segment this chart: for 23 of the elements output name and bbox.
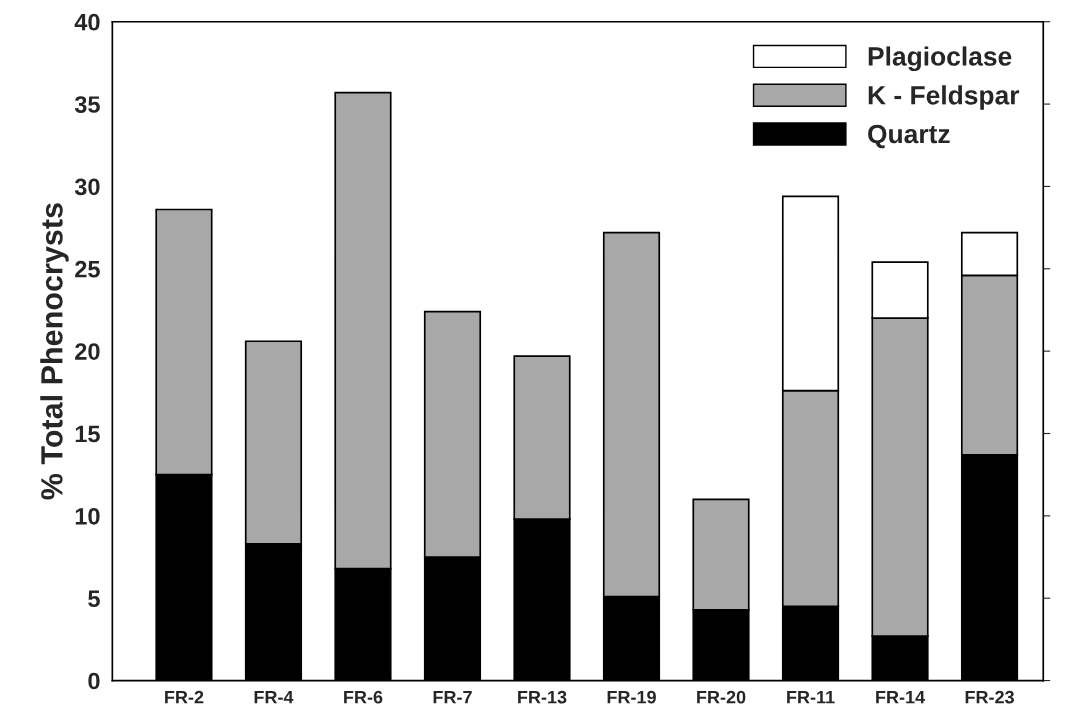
- y-tick-label: 15: [75, 425, 100, 443]
- legend-label: Plagioclase: [868, 46, 1012, 72]
- y-tick-label: 40: [74, 13, 100, 31]
- x-tick-label: FR-14: [876, 690, 926, 704]
- y-tick-label: 0: [88, 672, 100, 690]
- y-axis-title: % Total Phenocrysts: [40, 203, 69, 500]
- y-tick-label: 20: [75, 343, 100, 360]
- legend-label: K - Feldspar: [868, 85, 1020, 110]
- y-tick-label: 30: [74, 178, 100, 196]
- x-tick-label: FR-19: [607, 690, 656, 704]
- y-tick-label: 5: [88, 590, 100, 607]
- y-tick-label: 25: [75, 260, 100, 278]
- legend-label: Quartz: [868, 124, 950, 149]
- y-tick-label: 35: [74, 96, 100, 113]
- x-tick-label: FR-23: [965, 690, 1014, 704]
- x-tick-label: FR-20: [697, 690, 746, 704]
- y-tick-label: 10: [75, 507, 100, 525]
- x-tick-label: FR-13: [518, 690, 567, 704]
- x-tick-label: FR-2: [165, 690, 204, 704]
- x-tick-label: FR-6: [344, 690, 383, 704]
- x-tick-label: FR-4: [254, 690, 294, 704]
- x-tick-label: FR-11: [787, 690, 835, 704]
- x-tick-label: FR-7: [433, 690, 472, 704]
